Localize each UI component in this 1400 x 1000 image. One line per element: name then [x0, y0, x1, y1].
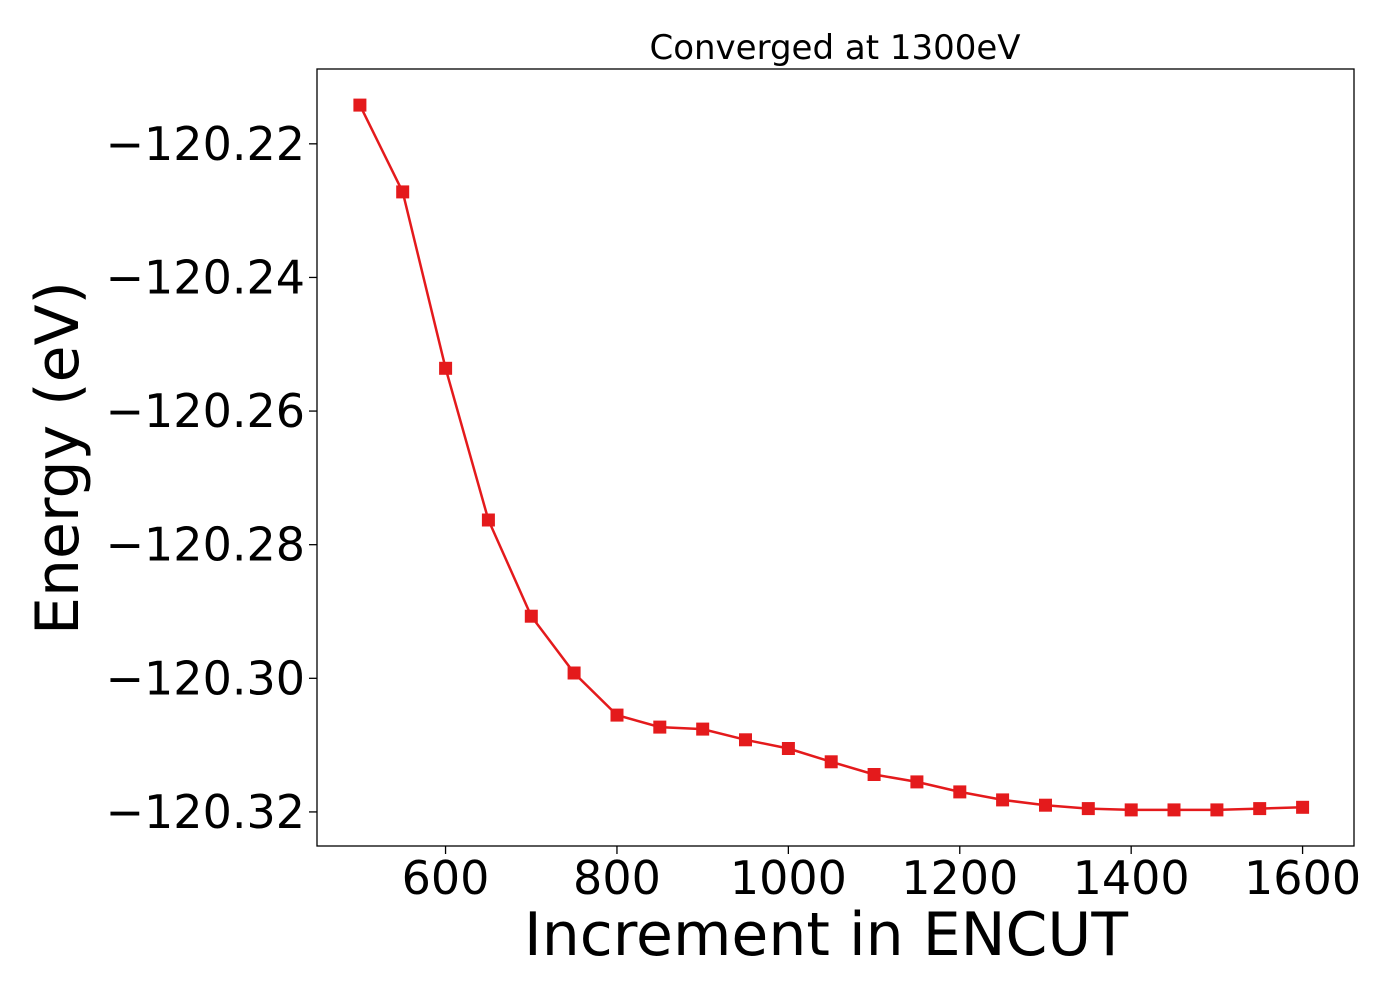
- data-point-marker: [1296, 800, 1310, 814]
- y-tick-label: −120.30: [106, 651, 306, 705]
- data-point-marker: [781, 742, 795, 755]
- data-point-marker: [353, 98, 367, 112]
- chart-title: Converged at 1300eV: [649, 28, 1020, 68]
- x-tick-label: 800: [573, 851, 661, 905]
- data-point-marker: [739, 733, 752, 747]
- y-tick-label: −120.28: [106, 518, 306, 572]
- energy-series-line: [358, 104, 1303, 812]
- energy-series-markers: [353, 98, 1310, 817]
- y-tick-label: −120.22: [106, 117, 306, 171]
- data-point-marker: [1124, 803, 1138, 817]
- y-tick-label: −120.32: [106, 785, 306, 839]
- data-point-marker: [610, 708, 624, 722]
- y-tick-label: −120.24: [106, 250, 306, 304]
- y-axis-ticks: −120.22 −120.24 −120.26 −120.28 −120.30 −120.…: [106, 117, 317, 839]
- data-point-marker: [481, 513, 495, 527]
- x-axis-ticks: 600 800 1000 1200 1400 1600: [402, 846, 1361, 905]
- data-point-marker: [1210, 803, 1224, 817]
- x-tick-label: 600: [402, 851, 490, 905]
- data-point-marker: [953, 785, 967, 799]
- plot-area-frame: [316, 68, 1355, 847]
- data-point-marker: [696, 722, 710, 736]
- data-point-marker: [524, 609, 538, 623]
- data-point-marker: [653, 720, 667, 734]
- x-axis-title: Increment in ENCUT: [524, 900, 1128, 970]
- data-point-marker: [396, 185, 410, 199]
- x-tick-label: 1000: [730, 851, 847, 905]
- data-point-marker: [1081, 802, 1095, 816]
- x-tick-label: 1200: [901, 851, 1018, 905]
- data-point-marker: [567, 666, 581, 680]
- data-point-marker: [910, 775, 924, 789]
- data-point-marker: [1039, 798, 1052, 812]
- data-point-marker: [867, 768, 881, 781]
- data-point-marker: [1253, 802, 1267, 816]
- data-point-marker: [996, 793, 1010, 807]
- y-axis-title: Energy (eV): [23, 281, 93, 635]
- x-tick-label: 1600: [1244, 851, 1361, 905]
- data-point-marker: [824, 755, 838, 769]
- y-tick-label: −120.26: [106, 384, 306, 438]
- x-tick-label: 1400: [1073, 851, 1190, 905]
- data-point-marker: [1167, 803, 1181, 817]
- data-point-marker: [439, 361, 453, 375]
